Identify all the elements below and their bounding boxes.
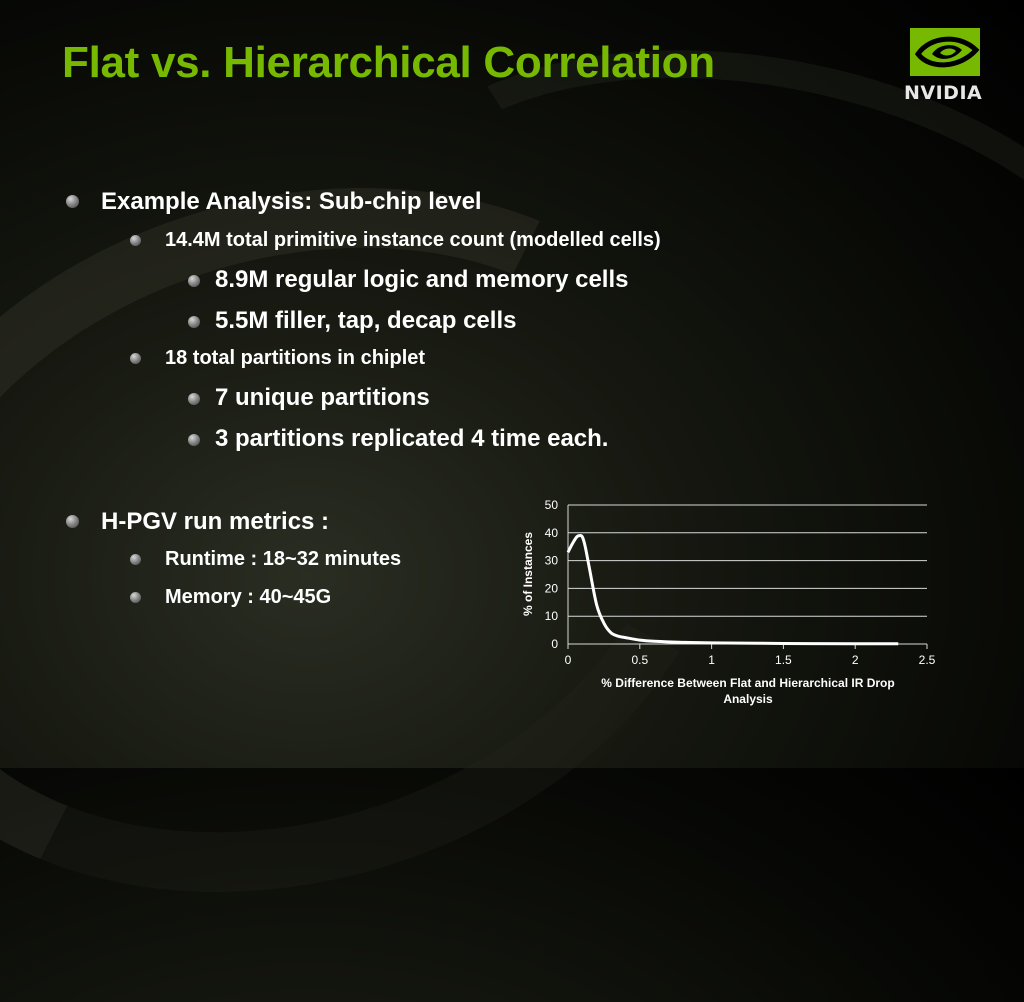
chart-gridlines (568, 504, 927, 617)
bullet-dot-icon (188, 393, 200, 405)
bullet-item: Example Analysis: Sub-chip level (101, 188, 482, 215)
y-tick-label: 50 (545, 498, 559, 512)
x-tick-label: 2 (852, 653, 859, 667)
series-line (566, 534, 899, 646)
bullet-item: 3 partitions replicated 4 time each. (215, 425, 609, 452)
bullet-item: 5.5M filler, tap, decap cells (215, 307, 517, 334)
x-axis-label-line2: Analysis (723, 692, 773, 706)
nvidia-eye-icon (910, 28, 980, 76)
bullet-dot-icon (130, 554, 141, 565)
y-axis-label: % of Instances (521, 532, 535, 616)
bullet-dot-icon (188, 316, 200, 328)
y-tick-label: 20 (545, 581, 559, 595)
y-tick-label: 0 (551, 637, 558, 651)
bullet-dot-icon (188, 275, 200, 287)
y-tick-label: 30 (545, 554, 559, 568)
bullet-dot-icon (130, 592, 141, 603)
bullet-item: 7 unique partitions (215, 384, 430, 411)
x-tick-labels: 0 0.5 1 1.5 2 2.5 (565, 653, 936, 667)
chart-axes (567, 505, 928, 649)
bullet-dot-icon (66, 195, 79, 208)
x-tick-label: 1 (708, 653, 715, 667)
slide-title: Flat vs. Hierarchical Correlation (62, 38, 715, 87)
bullet-dot-icon (66, 515, 79, 528)
y-tick-label: 40 (545, 526, 559, 540)
x-axis-label-line1: % Difference Between Flat and Hierarchic… (601, 676, 894, 690)
chart-series (566, 534, 899, 646)
bullet-dot-icon (188, 434, 200, 446)
y-tick-labels: 0 10 20 30 40 50 (545, 498, 559, 651)
x-tick-label: 2.5 (919, 653, 936, 667)
bullet-item: Runtime : 18~32 minutes (165, 548, 402, 570)
x-tick-label: 0.5 (631, 653, 648, 667)
bullet-dot-icon (130, 235, 141, 246)
bullet-dot-icon (130, 353, 141, 364)
bullet-item: Memory : 40~45G (165, 586, 332, 608)
nvidia-logo: NVIDIA (900, 26, 1004, 106)
nvidia-wordmark: NVIDIA (904, 82, 983, 104)
bullet-item: H-PGV run metrics : (101, 508, 330, 535)
bullet-item: 18 total partitions in chiplet (165, 347, 426, 369)
bullet-item: 14.4M total primitive instance count (mo… (165, 229, 661, 251)
bullet-item: 8.9M regular logic and memory cells (215, 266, 629, 293)
x-tick-label: 1.5 (775, 653, 792, 667)
y-tick-label: 10 (545, 609, 559, 623)
x-tick-label: 0 (565, 653, 572, 667)
